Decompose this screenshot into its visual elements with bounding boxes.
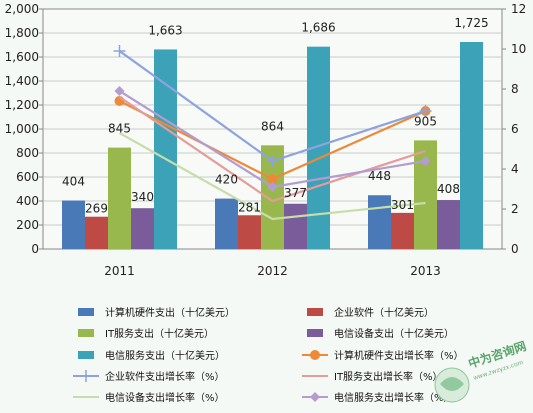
- bar: [62, 200, 85, 249]
- y2-tick-label: 8: [511, 82, 519, 96]
- line-point: [80, 370, 92, 382]
- legend-label: 电信设备支出（十亿美元）: [334, 327, 454, 340]
- watermark-logo-mark: [440, 377, 464, 391]
- y-tick-label: 0: [31, 242, 39, 256]
- data-label: 377: [284, 186, 307, 200]
- y2-tick-label: 10: [511, 42, 526, 56]
- data-label: 281: [238, 200, 261, 214]
- line-point: [419, 105, 432, 117]
- y-tick-label: 800: [16, 146, 39, 160]
- legend-swatch: [78, 329, 94, 337]
- data-label: 1,725: [454, 16, 488, 30]
- data-label: 905: [414, 114, 437, 128]
- x-tick-label: 2012: [257, 264, 288, 278]
- bar: [391, 212, 414, 249]
- bar: [307, 46, 330, 250]
- bar: [238, 215, 261, 249]
- legend-label: 计算机硬件支出（十亿美元）: [105, 306, 235, 319]
- legend-label: 电信服务支出（十亿美元）: [105, 349, 225, 362]
- y2-tick-label: 12: [511, 2, 526, 16]
- y-tick-label: 1,400: [5, 74, 39, 88]
- y-tick-label: 1,600: [5, 50, 39, 64]
- legend-label: IT服务支出增长率（%）: [334, 370, 443, 383]
- legend-label: IT服务支出（十亿美元）: [105, 327, 214, 340]
- bar: [154, 49, 177, 249]
- y-tick-label: 1,200: [5, 98, 39, 112]
- bar: [284, 203, 307, 249]
- line-point: [267, 182, 278, 192]
- legend-swatch: [78, 308, 94, 316]
- y2-tick-label: 2: [511, 202, 519, 216]
- bar: [460, 42, 483, 249]
- bar: [85, 216, 108, 249]
- data-label: 420: [215, 173, 238, 187]
- line-point: [266, 155, 279, 167]
- line-point: [114, 86, 125, 96]
- data-label: 864: [261, 119, 284, 133]
- legend-label: 企业软件（十亿美元）: [334, 306, 434, 319]
- y2-tick-label: 4: [511, 162, 519, 176]
- legend-swatch: [78, 351, 94, 359]
- series-line: [118, 96, 426, 203]
- line-point: [420, 156, 431, 166]
- y-tick-label: 200: [16, 218, 39, 232]
- data-label: 448: [368, 169, 391, 183]
- legend-label: 计算机硬件支出增长率（%）: [334, 349, 464, 362]
- data-label: 301: [391, 198, 414, 212]
- line-point: [267, 174, 278, 184]
- line-point: [310, 350, 320, 360]
- y-tick-label: 1,800: [5, 26, 39, 40]
- bar: [368, 195, 391, 249]
- data-label: 340: [131, 190, 154, 204]
- bar: [414, 140, 437, 249]
- x-tick-label: 2011: [104, 264, 135, 278]
- line-point: [310, 392, 320, 402]
- data-label: 845: [108, 122, 131, 136]
- line-point: [113, 45, 126, 57]
- y2-tick-label: 0: [511, 242, 519, 256]
- y2-tick-label: 6: [511, 122, 519, 136]
- bar: [261, 145, 284, 249]
- bar: [131, 208, 154, 249]
- y-tick-label: 2,000: [5, 2, 39, 16]
- data-label: 404: [62, 175, 85, 189]
- data-label: 1,686: [301, 21, 335, 35]
- bar: [215, 198, 238, 249]
- data-label: 269: [85, 202, 108, 216]
- legend-label: 电信设备支出增长率（%）: [105, 391, 225, 404]
- y-tick-label: 1,000: [5, 122, 39, 136]
- data-label: 408: [437, 182, 460, 196]
- bar: [437, 200, 460, 249]
- y-tick-label: 600: [16, 170, 39, 184]
- y-tick-label: 400: [16, 194, 39, 208]
- legend-swatch: [307, 308, 323, 316]
- bar: [108, 147, 131, 249]
- series-line: [118, 132, 426, 221]
- data-label: 1,663: [148, 23, 182, 37]
- legend-label: 企业软件支出增长率（%）: [105, 370, 225, 383]
- legend-swatch: [307, 329, 323, 337]
- x-tick-label: 2013: [410, 264, 441, 278]
- legend-label: 电信服务支出增长率（%）: [334, 391, 454, 404]
